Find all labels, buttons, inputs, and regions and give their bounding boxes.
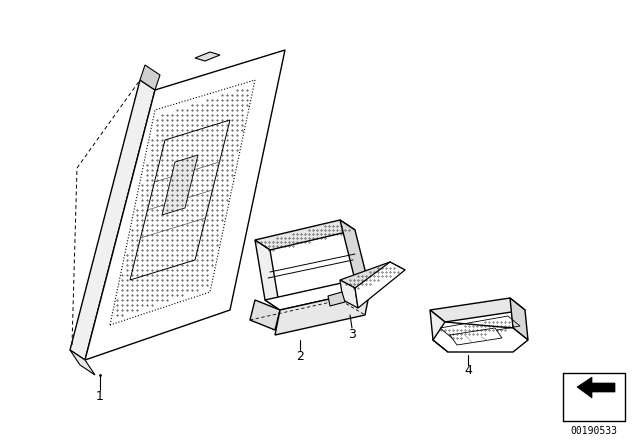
Polygon shape: [140, 65, 160, 90]
Polygon shape: [195, 52, 220, 61]
Polygon shape: [510, 298, 528, 340]
Polygon shape: [85, 50, 285, 360]
Text: 00190533: 00190533: [570, 426, 618, 436]
Polygon shape: [255, 240, 280, 310]
Polygon shape: [162, 155, 198, 215]
Polygon shape: [328, 292, 345, 306]
Polygon shape: [355, 262, 405, 308]
Polygon shape: [340, 220, 370, 290]
Text: 1: 1: [96, 389, 104, 402]
Polygon shape: [433, 322, 528, 352]
Polygon shape: [450, 328, 502, 345]
Text: 2: 2: [296, 350, 304, 363]
Polygon shape: [577, 377, 615, 398]
Polygon shape: [265, 280, 370, 310]
Polygon shape: [430, 298, 525, 322]
Polygon shape: [70, 350, 95, 375]
Polygon shape: [430, 310, 448, 352]
Polygon shape: [340, 262, 405, 288]
Polygon shape: [275, 290, 370, 335]
Polygon shape: [255, 220, 355, 250]
Polygon shape: [250, 300, 280, 330]
Text: 3: 3: [348, 327, 356, 340]
Polygon shape: [130, 120, 230, 280]
Polygon shape: [70, 80, 155, 360]
Polygon shape: [340, 280, 358, 308]
Text: 4: 4: [464, 365, 472, 378]
